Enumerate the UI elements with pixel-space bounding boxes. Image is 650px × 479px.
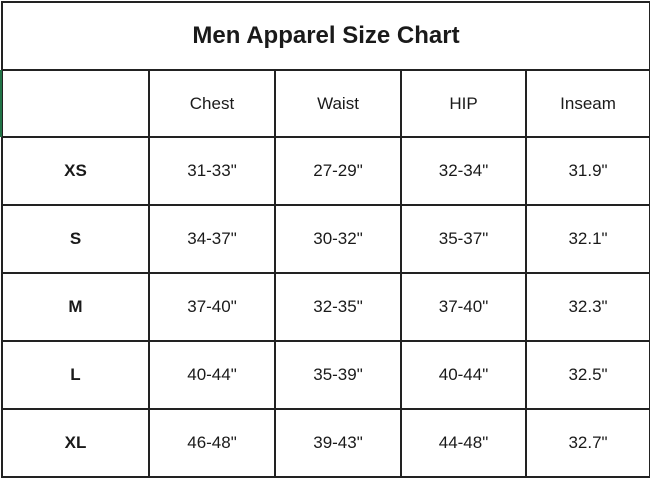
hip-value: 44-48" bbox=[400, 408, 527, 478]
header-inseam: Inseam bbox=[524, 69, 650, 138]
chest-value: 46-48" bbox=[148, 408, 276, 478]
inseam-value: 32.3" bbox=[524, 272, 650, 342]
chest-value: 31-33" bbox=[148, 136, 276, 206]
chest-value: 34-37" bbox=[148, 204, 276, 274]
waist-value: 32-35" bbox=[274, 272, 402, 342]
table-row: XL 46-48" 39-43" 44-48" 32.7" bbox=[1, 408, 650, 478]
inseam-value: 32.7" bbox=[524, 408, 650, 478]
size-label: S bbox=[1, 204, 150, 274]
waist-value: 27-29" bbox=[274, 136, 402, 206]
chest-value: 37-40" bbox=[148, 272, 276, 342]
size-label: XS bbox=[1, 136, 150, 206]
inseam-value: 32.1" bbox=[524, 204, 650, 274]
table-row: M 37-40" 32-35" 37-40" 32.3" bbox=[1, 272, 650, 342]
cell-selection-indicator bbox=[0, 70, 2, 137]
inseam-value: 32.5" bbox=[524, 340, 650, 410]
waist-value: 30-32" bbox=[274, 204, 402, 274]
hip-value: 32-34" bbox=[400, 136, 527, 206]
hip-value: 40-44" bbox=[400, 340, 527, 410]
hip-value: 35-37" bbox=[400, 204, 527, 274]
hip-value: 37-40" bbox=[400, 272, 527, 342]
chart-title: Men Apparel Size Chart bbox=[0, 1, 650, 71]
table-row: S 34-37" 30-32" 35-37" 32.1" bbox=[1, 204, 650, 274]
header-waist: Waist bbox=[274, 69, 402, 138]
size-label: M bbox=[1, 272, 150, 342]
size-label: XL bbox=[1, 408, 150, 478]
waist-value: 35-39" bbox=[274, 340, 402, 410]
inseam-value: 31.9" bbox=[524, 136, 650, 206]
waist-value: 39-43" bbox=[274, 408, 402, 478]
header-cell-empty[interactable] bbox=[1, 69, 150, 138]
header-chest: Chest bbox=[148, 69, 276, 138]
header-row: Chest Waist HIP Inseam bbox=[1, 69, 650, 138]
table-row: XS 31-33" 27-29" 32-34" 31.9" bbox=[1, 136, 650, 206]
chest-value: 40-44" bbox=[148, 340, 276, 410]
header-hip: HIP bbox=[400, 69, 527, 138]
size-label: L bbox=[1, 340, 150, 410]
table-row: L 40-44" 35-39" 40-44" 32.5" bbox=[1, 340, 650, 410]
